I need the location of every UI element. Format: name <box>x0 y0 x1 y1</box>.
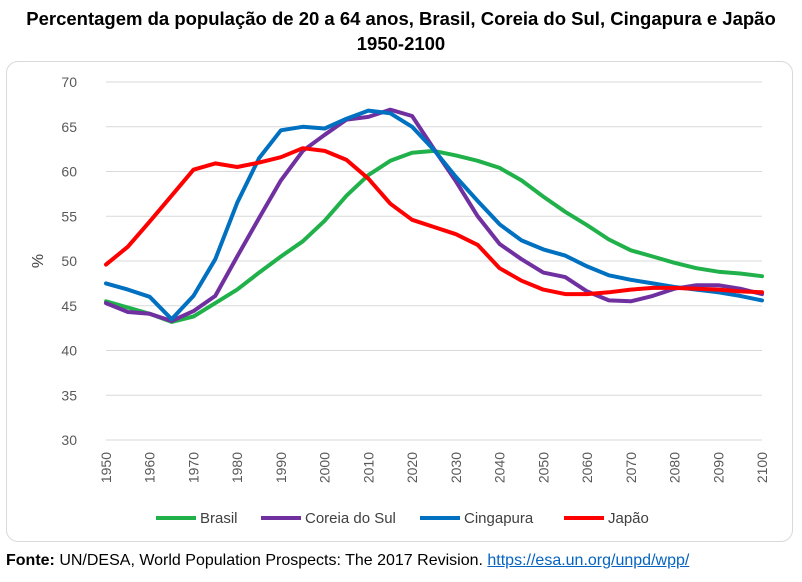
x-axis-ticks: 1950 1960 1970 1980 1990 2000 2010 2020 2030 2040… <box>98 452 770 483</box>
chart-title-line1: Percentagem da população de 20 a 64 anos… <box>26 8 776 29</box>
chart-title-line2: 1950-2100 <box>356 33 446 54</box>
x-tick-label: 2050 <box>535 452 551 483</box>
legend-label-cingapura: Cingapura <box>464 510 534 527</box>
x-tick-label: 2010 <box>360 452 376 483</box>
legend: Brasil Coreia do Sul Cingapura Japão <box>156 510 649 527</box>
chart-area <box>6 61 793 542</box>
series-line-brasil <box>104 148 764 324</box>
legend-label-brasil: Brasil <box>200 510 238 527</box>
y-tick-label: 40 <box>61 343 77 359</box>
chart-title: Percentagem da população de 20 a 64 anos… <box>0 6 802 56</box>
x-tick-label: 1980 <box>229 452 245 483</box>
x-tick-label: 2060 <box>579 452 595 483</box>
source-label: Fonte: <box>6 552 55 569</box>
x-tick-label: 2000 <box>317 452 333 483</box>
y-tick-label: 55 <box>61 208 77 224</box>
y-axis-label: % <box>30 254 47 268</box>
legend-label-japao: Japão <box>608 510 649 527</box>
x-tick-label: 1970 <box>185 452 201 483</box>
x-tick-label: 2030 <box>448 452 464 483</box>
y-tick-label: 65 <box>61 119 77 135</box>
y-tick-label: 60 <box>61 164 77 180</box>
legend-label-coreia-do-sul: Coreia do Sul <box>305 510 396 527</box>
x-tick-label: 2080 <box>667 452 683 483</box>
series-lines <box>104 107 764 324</box>
x-tick-label: 2090 <box>710 452 726 483</box>
x-tick-label: 2040 <box>492 452 508 483</box>
line-chart: 30 35 40 45 50 55 60 65 70 1950 1960 1970 1980 1990 2… <box>30 74 770 527</box>
y-tick-label: 30 <box>61 432 77 448</box>
source-note: Fonte: UN/DESA, World Population Prospec… <box>6 549 689 573</box>
series-line-japao <box>104 146 764 297</box>
y-tick-label: 50 <box>61 253 77 269</box>
x-tick-label: 2100 <box>754 452 770 483</box>
x-tick-label: 1960 <box>142 452 158 483</box>
source-link[interactable]: https://esa.un.org/unpd/wpp/ <box>487 552 690 569</box>
x-tick-label: 1950 <box>98 452 114 483</box>
y-tick-label: 70 <box>61 74 77 90</box>
gridlines <box>106 81 762 441</box>
x-tick-label: 2020 <box>404 452 420 483</box>
y-tick-label: 35 <box>61 387 77 403</box>
source-text: UN/DESA, World Population Prospects: The… <box>54 552 488 569</box>
y-axis-ticks: 30 35 40 45 50 55 60 65 70 <box>61 74 77 448</box>
x-tick-label: 1990 <box>273 452 289 483</box>
series-line-cingapura <box>104 108 764 322</box>
x-tick-label: 2070 <box>623 452 639 483</box>
y-tick-label: 45 <box>61 298 77 314</box>
